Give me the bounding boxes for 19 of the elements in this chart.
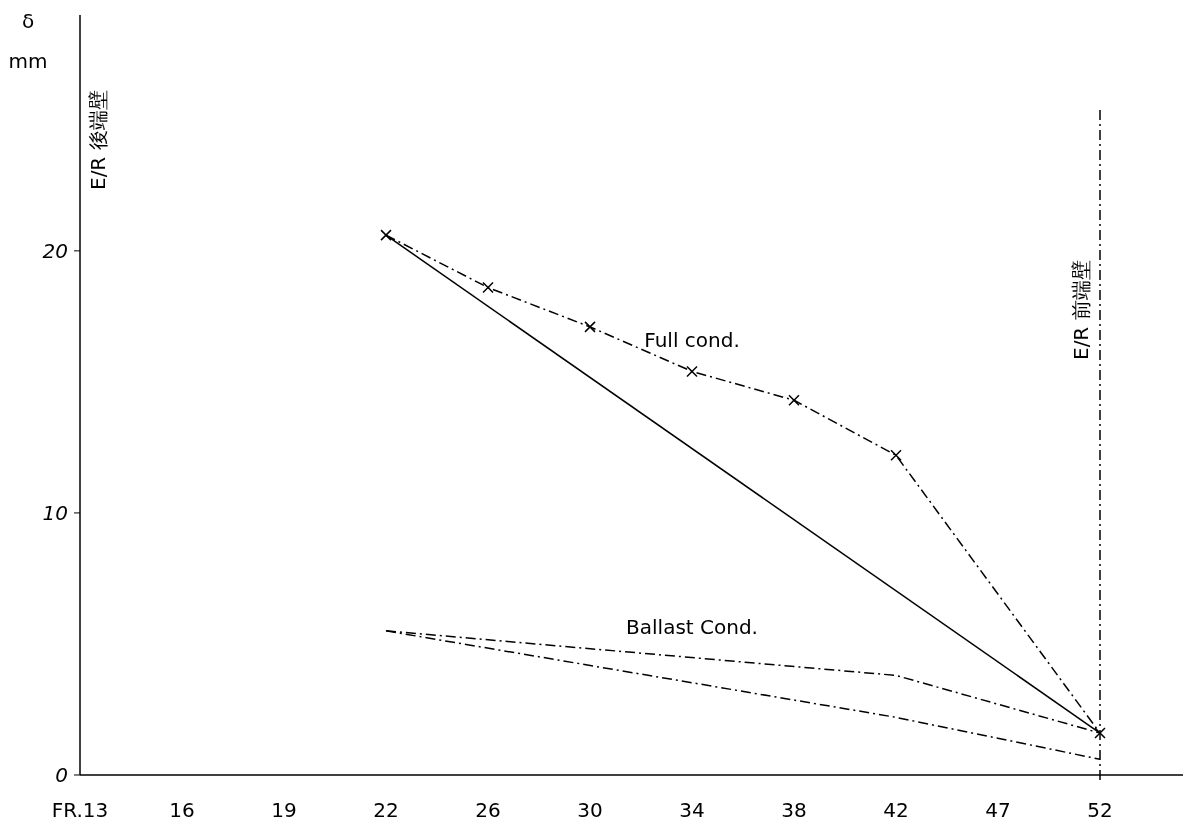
x-tick-label: 38 [781,798,807,822]
x-tick-label: 42 [883,798,909,822]
series-label: Ballast Cond. [626,614,758,639]
series-label: Full cond. [644,328,740,353]
x-tick-label: 26 [475,798,501,822]
x-tick-label: FR.13 [51,798,109,822]
y-tick-label: 20 [42,238,68,263]
x-tick-label: 19 [271,798,297,822]
x-tick-label: 16 [169,798,195,822]
annotation: E/R 後端壁 [86,90,110,190]
y-tick-label: 10 [42,500,68,525]
x-tick-label: 30 [577,798,603,822]
x-tick-label: 34 [679,798,705,822]
x-tick-label: 22 [373,798,399,822]
x-tick-label: 47 [985,798,1011,822]
ref-line-label: E/R 前端壁 [1069,260,1093,360]
y-tick-label: 0 [55,763,68,787]
y-axis-title: δ mm [8,9,48,73]
x-tick-label: 52 [1087,798,1113,822]
